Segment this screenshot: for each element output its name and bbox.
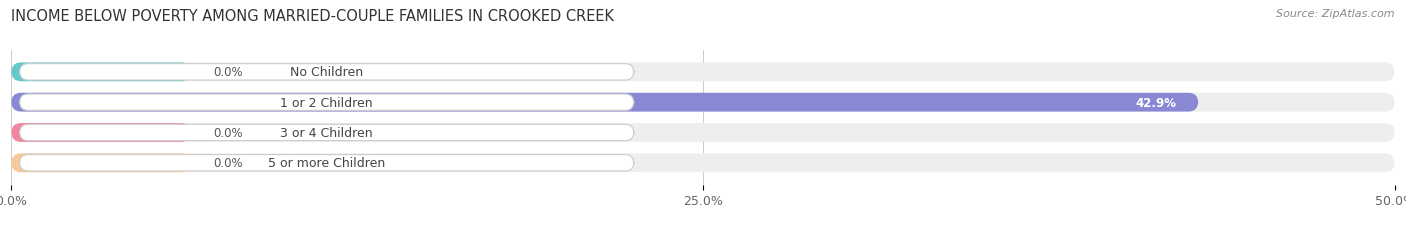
FancyBboxPatch shape [11,93,1395,112]
FancyBboxPatch shape [11,124,1395,142]
Text: 3 or 4 Children: 3 or 4 Children [280,126,373,139]
Text: 0.0%: 0.0% [214,157,243,170]
FancyBboxPatch shape [11,154,1395,172]
Text: INCOME BELOW POVERTY AMONG MARRIED-COUPLE FAMILIES IN CROOKED CREEK: INCOME BELOW POVERTY AMONG MARRIED-COUPL… [11,9,614,24]
FancyBboxPatch shape [11,124,191,142]
Text: 5 or more Children: 5 or more Children [269,157,385,170]
Text: 0.0%: 0.0% [214,66,243,79]
FancyBboxPatch shape [20,125,634,141]
Text: 42.9%: 42.9% [1135,96,1177,109]
Text: Source: ZipAtlas.com: Source: ZipAtlas.com [1277,9,1395,19]
FancyBboxPatch shape [11,154,191,172]
FancyBboxPatch shape [20,94,634,111]
FancyBboxPatch shape [20,155,634,171]
FancyBboxPatch shape [20,64,634,81]
FancyBboxPatch shape [11,93,1198,112]
FancyBboxPatch shape [11,63,191,82]
Text: No Children: No Children [290,66,363,79]
Text: 0.0%: 0.0% [214,126,243,139]
FancyBboxPatch shape [11,63,1395,82]
Text: 1 or 2 Children: 1 or 2 Children [280,96,373,109]
